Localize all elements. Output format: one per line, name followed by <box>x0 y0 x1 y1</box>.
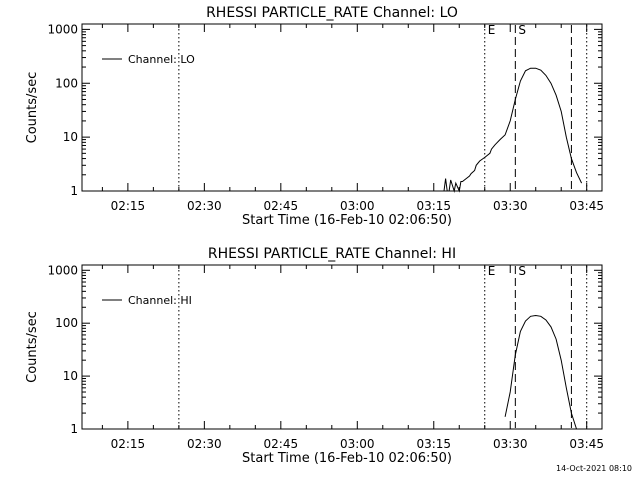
x-tick-label: 02:45 <box>264 199 299 213</box>
chart-panel-0: RHESSI PARTICLE_RATE Channel: LO 1 10 100 10… <box>25 5 604 228</box>
plot-frame <box>81 264 603 430</box>
x-tick-label: 03:15 <box>416 437 451 451</box>
x-tick-label: 02:30 <box>187 437 222 451</box>
x-tick-label: 02:45 <box>264 437 299 451</box>
y-tick-label: 10 <box>63 369 78 383</box>
y-tick-label: 1 <box>70 184 78 198</box>
series-line <box>504 314 577 430</box>
x-tick-label: 03:00 <box>340 199 375 213</box>
series-line <box>443 67 583 193</box>
y-tick-label: 100 <box>55 76 78 90</box>
x-tick-label: 02:15 <box>111 199 146 213</box>
chart-title: RHESSI PARTICLE_RATE Channel: HI <box>208 246 456 262</box>
y-tick-label: 1000 <box>47 263 78 277</box>
x-tick-label: 03:15 <box>416 199 451 213</box>
y-tick-label: 1 <box>70 422 78 436</box>
y-axis-label: Counts/sec <box>25 311 40 383</box>
x-tick-label: 03:30 <box>493 437 528 451</box>
marker-label-E: E <box>488 23 496 37</box>
y-tick-label: 10 <box>63 130 78 144</box>
timestamp: 14-Oct-2021 08:10 <box>556 464 632 473</box>
x-tick-label: 02:15 <box>111 437 146 451</box>
y-axis-label: Counts/sec <box>25 72 40 144</box>
x-tick-label: 03:30 <box>493 199 528 213</box>
chart-title: RHESSI PARTICLE_RATE Channel: LO <box>206 5 458 21</box>
y-tick-label: 100 <box>55 316 78 330</box>
x-axis-label: Start Time (16-Feb-10 02:06:50) <box>242 451 452 466</box>
marker-label-E: E <box>488 264 496 278</box>
plot-frame <box>81 23 603 192</box>
legend-label: Channel: LO <box>128 53 195 66</box>
x-tick-label: 02:30 <box>187 199 222 213</box>
marker-label-S: S <box>518 23 526 37</box>
legend-label: Channel: HI <box>128 294 192 307</box>
x-tick-label: 03:45 <box>569 199 604 213</box>
marker-label-S: S <box>518 264 526 278</box>
y-tick-label: 1000 <box>47 22 78 36</box>
x-tick-label: 03:45 <box>569 437 604 451</box>
x-axis-label: Start Time (16-Feb-10 02:06:50) <box>242 213 452 228</box>
x-tick-label: 03:00 <box>340 437 375 451</box>
chart-panel-1: RHESSI PARTICLE_RATE Channel: HI 1 10 100 10… <box>25 246 604 466</box>
